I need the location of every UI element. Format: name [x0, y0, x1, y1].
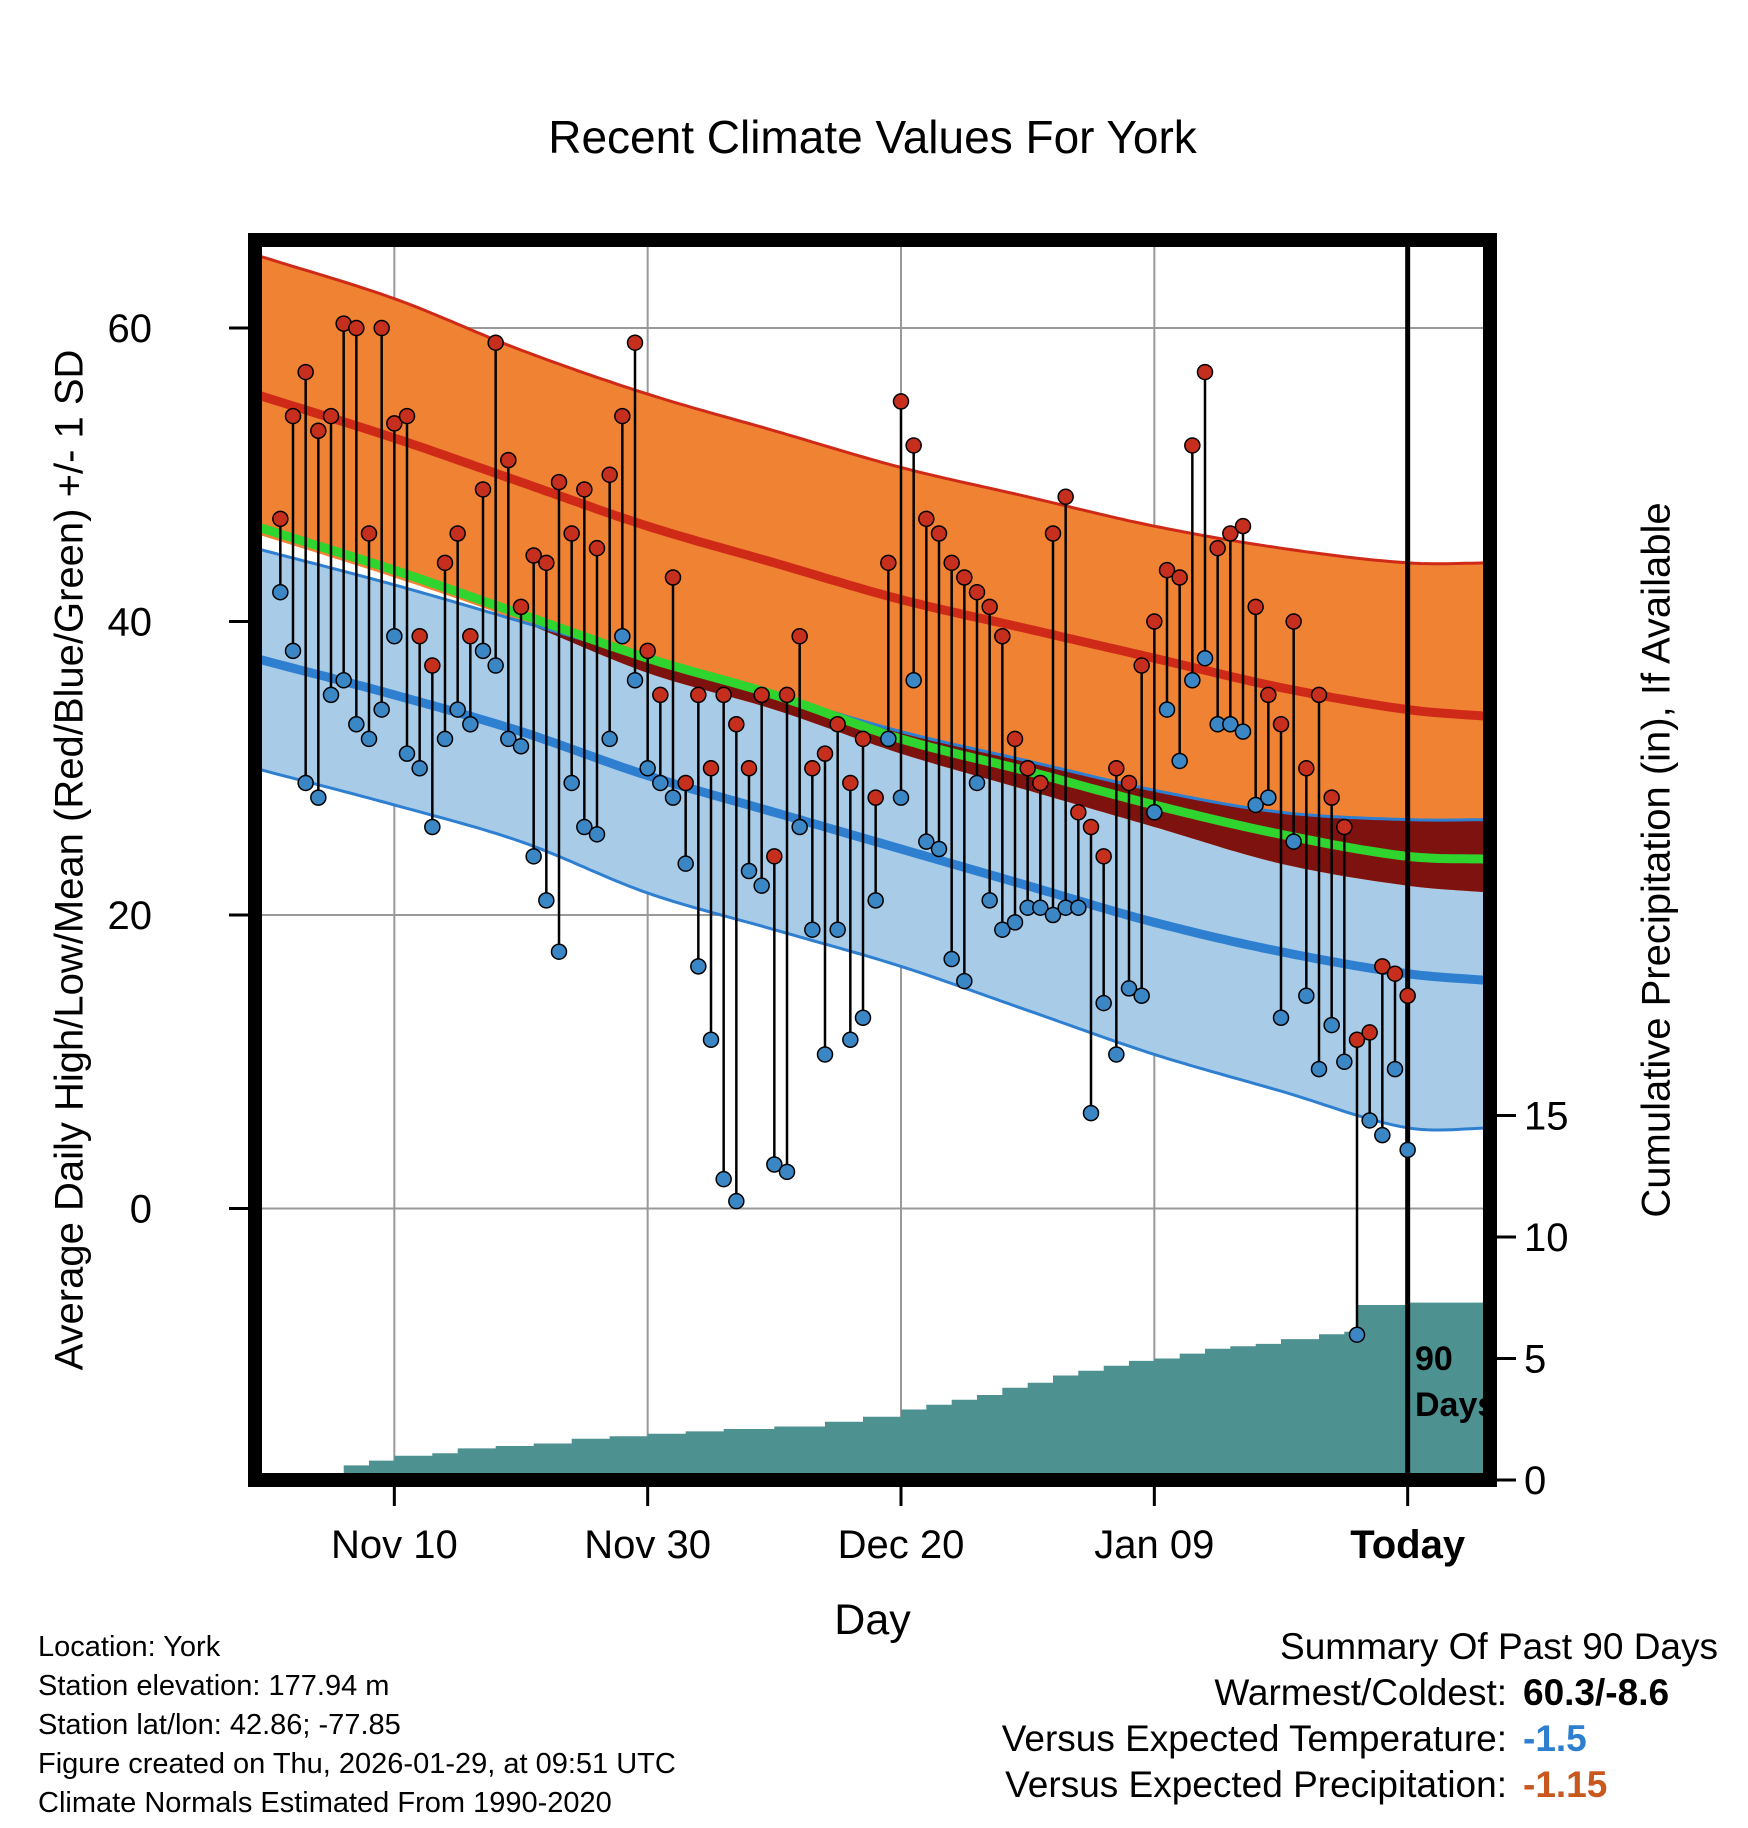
- svg-text:Nov 30: Nov 30: [584, 1523, 711, 1567]
- svg-text:Jan 09: Jan 09: [1094, 1523, 1214, 1567]
- svg-text:10: 10: [1524, 1216, 1569, 1260]
- summary-value: 60.3/-8.6: [1523, 1672, 1670, 1713]
- svg-text:40: 40: [108, 601, 153, 645]
- summary-row-vs-precipitation: Versus Expected Precipitation: -1.15: [1002, 1762, 1718, 1808]
- summary-row-vs-temperature: Versus Expected Temperature: -1.5: [1002, 1716, 1718, 1762]
- svg-text:60: 60: [108, 307, 153, 351]
- summary-row-warmest-coldest: Warmest/Coldest: 60.3/-8.6: [1002, 1670, 1718, 1716]
- climate-normals-note: Climate Normals Estimated From 1990-2020: [38, 1787, 612, 1819]
- svg-text:Nov 10: Nov 10: [331, 1523, 458, 1567]
- svg-text:0: 0: [1524, 1459, 1546, 1503]
- svg-text:Today: Today: [1350, 1523, 1466, 1567]
- svg-text:5: 5: [1524, 1338, 1546, 1382]
- y-right-axis-label: Cumulative Precipitation (in), If Availa…: [1634, 502, 1679, 1218]
- station-elevation: Station elevation: 177.94 m: [38, 1670, 390, 1702]
- summary-panel: Summary Of Past 90 Days Warmest/Coldest:…: [1002, 1624, 1718, 1808]
- summary-label: Versus Expected Temperature:: [1001, 1718, 1507, 1759]
- station-location: Location: York: [38, 1631, 221, 1663]
- figure-created-timestamp: Figure created on Thu, 2026-01-29, at 09…: [38, 1748, 676, 1780]
- svg-text:20: 20: [108, 894, 153, 938]
- y-left-axis-label: Average Daily High/Low/Mean (Red/Blue/Gr…: [47, 349, 92, 1371]
- summary-value: -1.15: [1523, 1764, 1608, 1805]
- station-latlon: Station lat/lon: 42.86; -77.85: [38, 1709, 401, 1741]
- summary-heading: Summary Of Past 90 Days: [1280, 1626, 1718, 1667]
- svg-text:0: 0: [130, 1188, 152, 1232]
- summary-label: Warmest/Coldest:: [1214, 1672, 1507, 1713]
- page-title: Recent Climate Values For York: [548, 111, 1197, 163]
- ninety-days-line1: 90: [1415, 1340, 1453, 1378]
- svg-text:Dec 20: Dec 20: [838, 1523, 965, 1567]
- ninety-days-line2: Days: [1415, 1386, 1497, 1424]
- station-info: Location: York Station elevation: 177.94…: [38, 1628, 676, 1823]
- summary-label: Versus Expected Precipitation:: [1005, 1764, 1507, 1805]
- svg-text:15: 15: [1524, 1095, 1569, 1139]
- ninety-days-marker-label: 90 Days: [1415, 1336, 1496, 1428]
- summary-value: -1.5: [1523, 1718, 1587, 1759]
- x-axis-label: Day: [834, 1596, 911, 1644]
